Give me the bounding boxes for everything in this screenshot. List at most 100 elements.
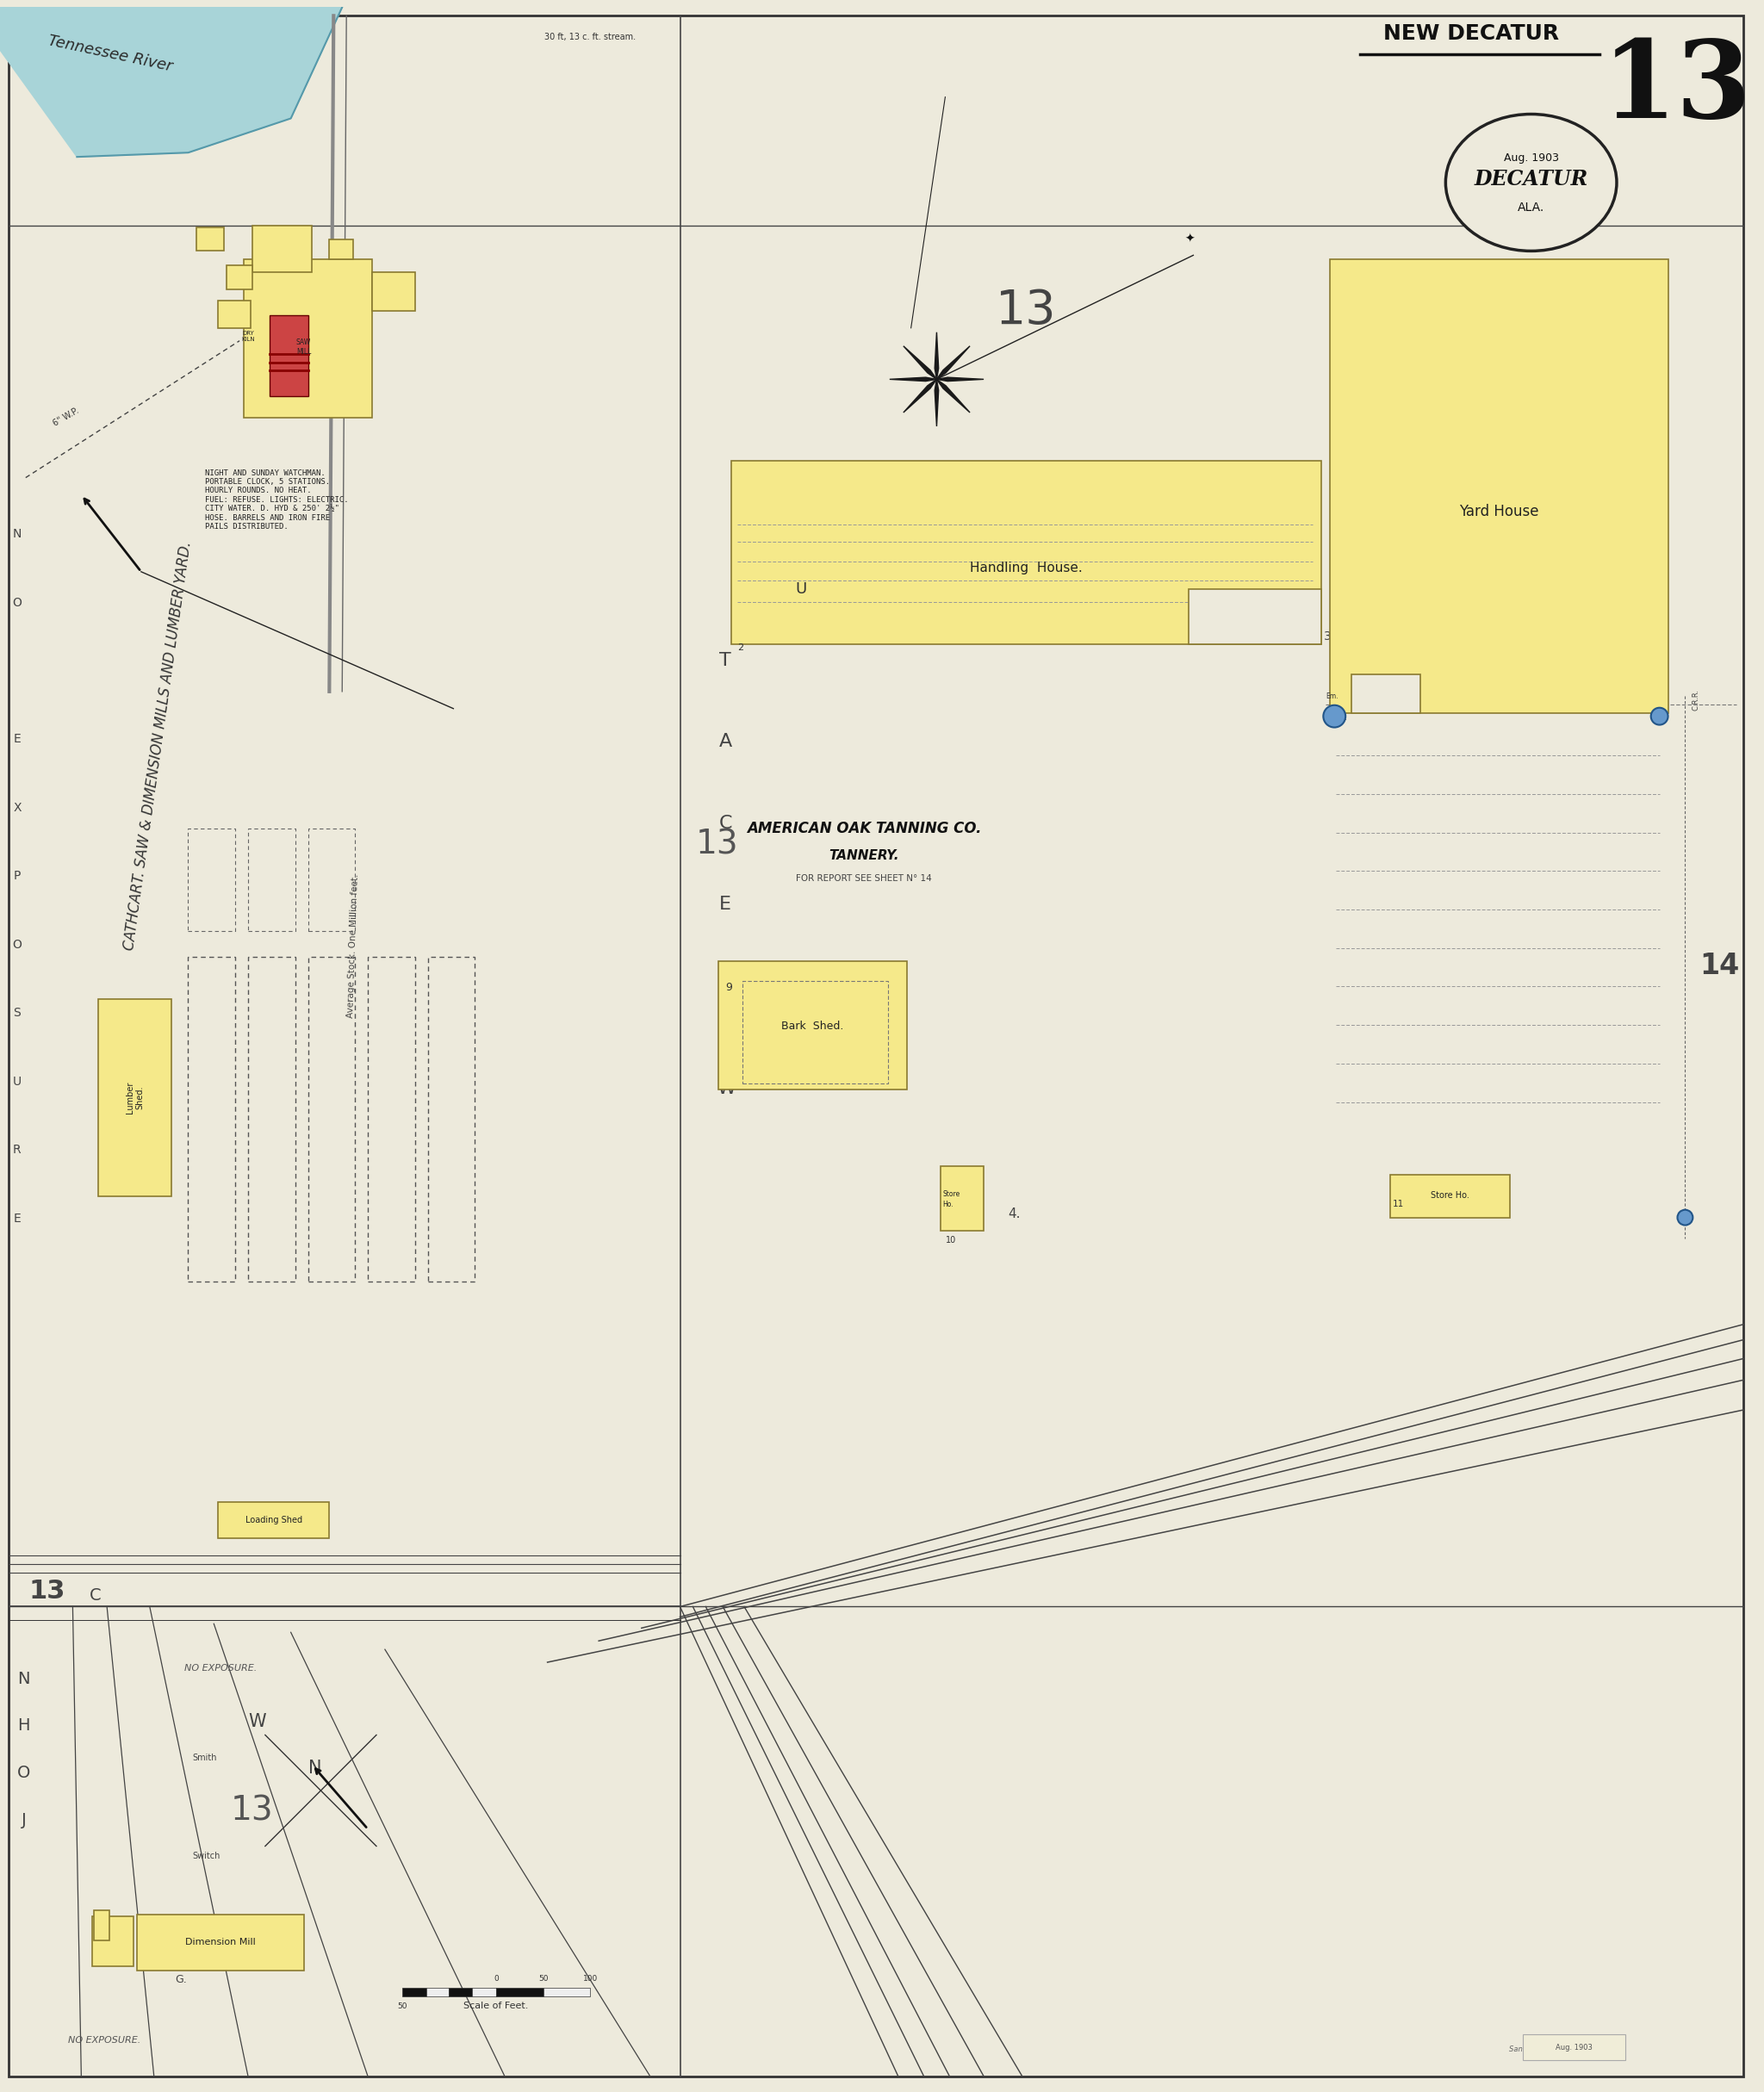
Bar [718, 960, 907, 1090]
Bar [228, 266, 252, 289]
Text: Em.: Em. [1327, 692, 1339, 701]
Text: .: . [975, 502, 981, 519]
Text: Smith: Smith [192, 1753, 217, 1761]
Bar [198, 228, 224, 251]
Text: D: D [718, 977, 732, 994]
Text: X: X [12, 801, 21, 814]
Text: 30 ft, 13 c. ft. stream.: 30 ft, 13 c. ft. stream. [545, 33, 637, 42]
Text: H: H [18, 1718, 30, 1734]
Text: ✦: ✦ [1185, 232, 1194, 245]
Text: U: U [12, 1075, 21, 1088]
Text: SAW
MILL: SAW MILL [296, 339, 310, 356]
Text: C.R.R.: C.R.R. [1692, 688, 1700, 711]
Text: 13: 13 [695, 828, 737, 862]
Text: Loading Shed: Loading Shed [245, 1517, 302, 1525]
Bar [92, 1916, 134, 1966]
Polygon shape [937, 379, 970, 412]
Bar [219, 1502, 330, 1538]
Text: R: R [12, 1144, 21, 1157]
Text: O: O [12, 939, 21, 950]
Circle shape [1651, 707, 1669, 724]
Text: Lumber
Shed.: Lumber Shed. [125, 1082, 145, 1113]
Polygon shape [937, 377, 984, 381]
Bar [189, 956, 235, 1282]
Text: FOR REPORT SEE SHEET N° 14: FOR REPORT SEE SHEET N° 14 [796, 874, 931, 883]
Text: P: P [14, 870, 21, 883]
Bar [93, 1910, 109, 1939]
Text: Aug. 1903: Aug. 1903 [1556, 2044, 1593, 2052]
Bar [402, 1987, 425, 1996]
Text: Store Ho.: Store Ho. [1431, 1190, 1469, 1199]
Text: G.: G. [175, 1975, 187, 1985]
Text: N: N [18, 1672, 30, 1686]
Text: R: R [924, 498, 937, 515]
Polygon shape [935, 333, 938, 379]
Text: W: W [249, 1713, 266, 1730]
Text: 6" W.P.: 6" W.P. [51, 406, 79, 429]
Text: DRY
KILN: DRY KILN [242, 331, 254, 341]
Text: N: N [12, 527, 21, 540]
Text: Handling  House.: Handling House. [970, 561, 1083, 575]
Bar [219, 301, 250, 328]
Text: N: N [309, 1759, 321, 1776]
Text: Switch: Switch [192, 1851, 220, 1860]
Text: C: C [90, 1588, 102, 1602]
Polygon shape [903, 345, 937, 379]
Polygon shape [937, 345, 970, 379]
Bar [252, 226, 312, 272]
Bar [1351, 674, 1420, 713]
Bar [473, 1987, 496, 1996]
Text: TANNERY.: TANNERY. [829, 849, 900, 862]
Bar [1522, 2033, 1625, 2061]
Polygon shape [0, 6, 342, 157]
Bar [1390, 1176, 1510, 1218]
Text: 13: 13 [997, 287, 1057, 335]
Text: Yard House: Yard House [1459, 504, 1538, 519]
Bar [330, 238, 353, 259]
Text: NIGHT AND SUNDAY WATCHMAN.
PORTABLE CLOCK, 5 STATIONS.
HOURLY ROUNDS. NO HEAT.
F: NIGHT AND SUNDAY WATCHMAN. PORTABLE CLOC… [205, 469, 349, 531]
Text: 50: 50 [538, 1975, 549, 1983]
Text: 10: 10 [946, 1236, 956, 1245]
Text: 100: 100 [582, 1975, 598, 1983]
Text: NO EXPOSURE.: NO EXPOSURE. [183, 1663, 256, 1672]
Bar [732, 460, 1321, 644]
Text: 0: 0 [494, 1975, 499, 1983]
Text: NEW DECATUR: NEW DECATUR [1383, 23, 1559, 44]
Bar [425, 1987, 450, 1996]
Text: Store: Store [942, 1190, 960, 1199]
Bar [372, 272, 415, 312]
Text: 50: 50 [397, 2002, 407, 2010]
Text: W: W [716, 1079, 736, 1096]
Bar [249, 956, 295, 1282]
Bar [189, 828, 235, 931]
Bar [1330, 259, 1669, 713]
Text: J: J [21, 1812, 26, 1828]
Text: NO EXPOSURE.: NO EXPOSURE. [69, 2036, 141, 2044]
Bar [1189, 588, 1321, 644]
Bar [369, 956, 415, 1282]
Text: O: O [12, 596, 21, 609]
Bar [450, 1987, 473, 1996]
Text: Bark  Shed.: Bark Shed. [781, 1021, 843, 1031]
Circle shape [1678, 1209, 1693, 1226]
Ellipse shape [1446, 115, 1616, 251]
Text: Aug. 1903: Aug. 1903 [1503, 153, 1559, 163]
Bar [309, 956, 355, 1282]
Text: E: E [14, 1211, 21, 1224]
Bar [543, 1987, 591, 1996]
Text: 2: 2 [737, 644, 743, 653]
Text: Average Stock. One Million feet.: Average Stock. One Million feet. [346, 874, 360, 1019]
Bar [243, 259, 372, 418]
Text: 14: 14 [1699, 952, 1739, 979]
Text: U: U [796, 582, 806, 596]
Text: E: E [720, 895, 732, 912]
Bar [309, 828, 355, 931]
Text: Ho.: Ho. [942, 1201, 954, 1207]
Bar [249, 828, 295, 931]
Text: AMERICAN OAK TANNING CO.: AMERICAN OAK TANNING CO. [746, 820, 981, 837]
Text: Ditto: Ditto [1454, 692, 1475, 701]
Text: 13: 13 [231, 1795, 273, 1828]
Bar [743, 981, 887, 1084]
Text: C: C [718, 814, 732, 833]
Text: Tennessee River: Tennessee River [48, 33, 175, 75]
